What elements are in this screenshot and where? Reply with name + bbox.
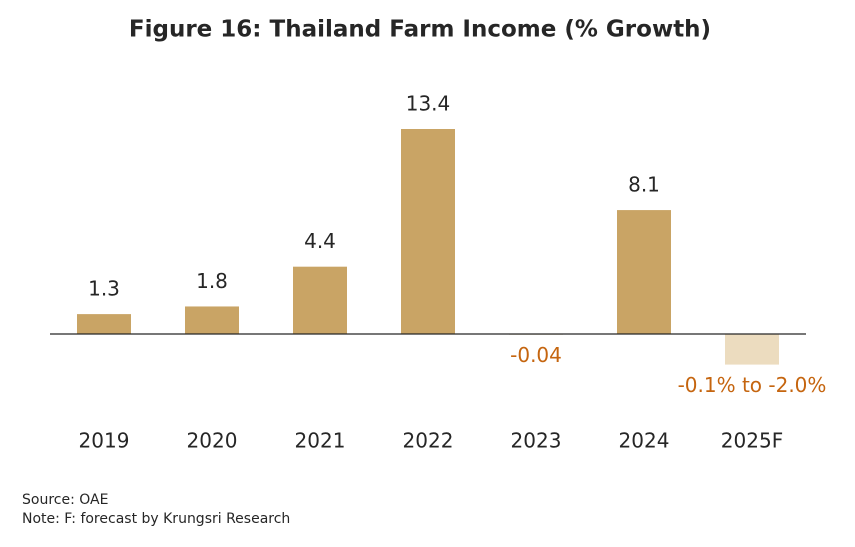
chart-title: Figure 16: Thailand Farm Income (% Growt… [129,17,711,43]
x-tick-label: 2023 [511,429,562,453]
value-label: 13.4 [406,92,451,116]
value-label: 4.4 [304,229,336,253]
value-label: 1.8 [196,269,228,293]
x-tick-label: 2021 [295,429,346,453]
bar [401,129,455,334]
x-tick-label: 2024 [619,429,670,453]
x-tick-label: 2019 [79,429,130,453]
x-tick-label: 2022 [403,429,454,453]
value-label: 1.3 [88,277,120,301]
value-label: 8.1 [628,173,660,197]
x-tick-label: 2020 [187,429,238,453]
x-tick-label: 2025F [721,429,783,453]
source: Source: OAE [22,492,108,508]
value-label: -0.1% to -2.0% [678,373,827,397]
bar [725,334,779,365]
note: Note: F: forecast by Krungsri Research [22,511,290,527]
bar [185,306,239,334]
bar [77,314,131,334]
value-label: -0.04 [510,343,562,367]
bar [617,210,671,334]
bar [293,266,347,334]
